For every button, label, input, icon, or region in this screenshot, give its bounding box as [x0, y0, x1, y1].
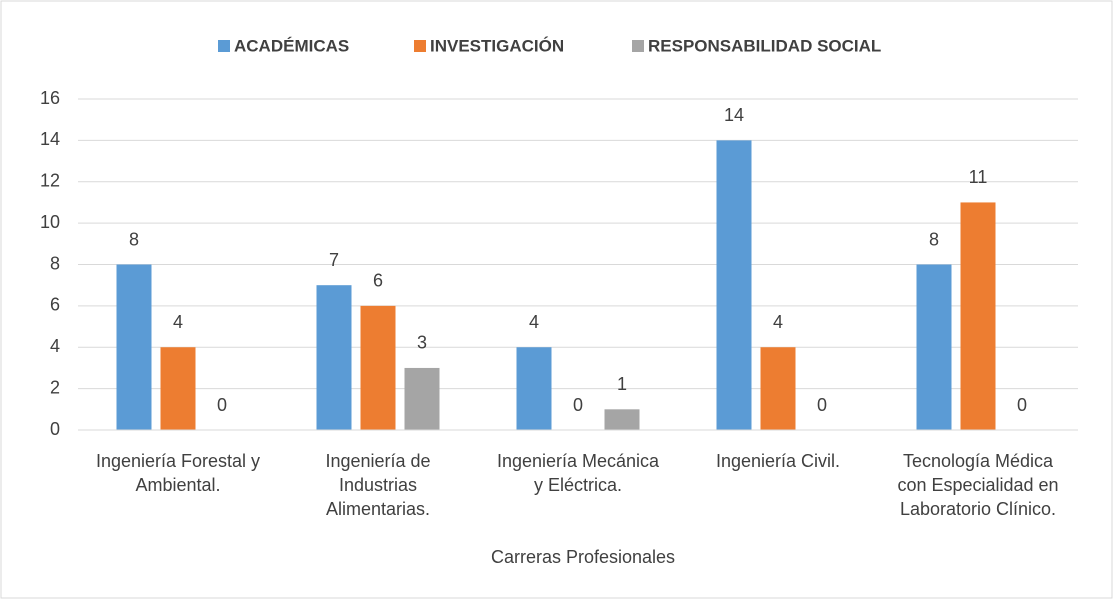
legend-swatch [414, 40, 426, 52]
y-tick-label: 4 [50, 336, 60, 356]
legend-label: ACADÉMICAS [234, 36, 349, 55]
data-label: 11 [969, 167, 988, 187]
data-label: 8 [129, 229, 139, 249]
bar [716, 140, 752, 430]
y-tick-label: 2 [50, 377, 60, 397]
bar [404, 367, 440, 430]
bar [360, 305, 396, 430]
x-tick-label: Ingeniería Mecánica y Eléctrica. [496, 451, 660, 495]
legend-swatch [218, 40, 230, 52]
bar [604, 409, 640, 430]
bar [316, 285, 352, 430]
y-tick-label: 14 [40, 129, 60, 149]
data-label: 7 [329, 250, 339, 270]
x-tick-label: Ingeniería Civil. [715, 451, 841, 471]
y-tick-label: 10 [40, 212, 60, 232]
data-label: 0 [1017, 395, 1027, 415]
data-label: 3 [417, 333, 427, 353]
data-label: 1 [617, 374, 627, 394]
data-label: 4 [173, 312, 183, 332]
x-tick-label: Ingeniería Forestal y Ambiental. [95, 451, 261, 495]
x-axis-title: Carreras Profesionales [491, 547, 675, 567]
y-tick-label: 6 [50, 295, 60, 315]
bar [160, 347, 196, 430]
y-tick-label: 8 [50, 253, 60, 273]
y-tick-label: 12 [40, 171, 60, 191]
legend-label: INVESTIGACIÓN [430, 36, 564, 55]
data-label: 0 [573, 395, 583, 415]
data-label: 0 [817, 395, 827, 415]
data-label: 4 [773, 312, 783, 332]
bar [916, 264, 952, 430]
data-label: 4 [529, 312, 539, 332]
data-label: 6 [373, 271, 383, 291]
x-tick-label: Ingeniería de Industrias Alimentarias. [325, 451, 431, 519]
bar [760, 347, 796, 430]
data-label: 8 [929, 229, 939, 249]
bar [960, 202, 996, 430]
bar [116, 264, 152, 430]
x-tick-label: Tecnología Médica con Especialidad en La… [897, 451, 1059, 519]
y-tick-label: 16 [40, 88, 60, 108]
data-label: 0 [217, 395, 227, 415]
data-label: 14 [724, 105, 744, 125]
bar [516, 347, 552, 430]
y-tick-label: 0 [50, 419, 60, 439]
legend-swatch [632, 40, 644, 52]
legend-label: RESPONSABILIDAD SOCIAL [648, 36, 881, 55]
